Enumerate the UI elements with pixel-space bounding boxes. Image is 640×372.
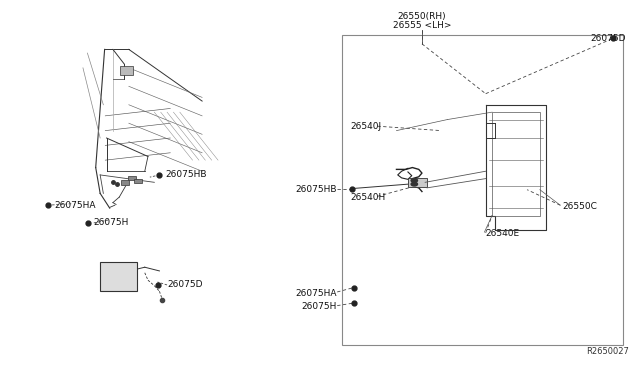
Text: 26075H: 26075H (94, 218, 129, 227)
Text: R2650027: R2650027 (586, 347, 629, 356)
Text: 26550(RH): 26550(RH) (397, 12, 446, 21)
Bar (121, 180, 129, 185)
Text: 26075HA: 26075HA (296, 289, 337, 298)
Text: 26075H: 26075H (302, 302, 337, 311)
Text: 26550C: 26550C (562, 202, 597, 211)
Text: 26075D: 26075D (167, 280, 203, 289)
Bar (408, 177, 427, 187)
Bar (342, 35, 623, 345)
Text: 26540H: 26540H (351, 193, 386, 202)
Circle shape (411, 179, 417, 182)
Bar (100, 262, 137, 291)
Text: 26555 <LH>: 26555 <LH> (393, 21, 451, 30)
Text: 26075D: 26075D (590, 34, 626, 43)
Text: 26075HB: 26075HB (296, 185, 337, 194)
Bar (127, 176, 136, 180)
Bar (120, 65, 132, 75)
Text: 26075HB: 26075HB (166, 170, 207, 179)
Bar (492, 112, 540, 215)
Text: 26540J: 26540J (351, 122, 381, 131)
Text: 26075HA: 26075HA (54, 201, 96, 210)
Text: 26540E: 26540E (486, 230, 520, 238)
Circle shape (411, 182, 417, 186)
Bar (134, 179, 142, 183)
